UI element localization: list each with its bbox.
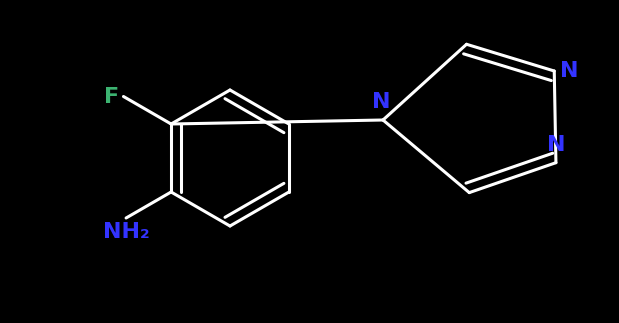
Text: N: N	[372, 92, 390, 112]
Text: F: F	[105, 87, 119, 107]
Text: N: N	[560, 61, 579, 81]
Text: NH₂: NH₂	[103, 222, 149, 242]
Text: N: N	[547, 135, 565, 155]
